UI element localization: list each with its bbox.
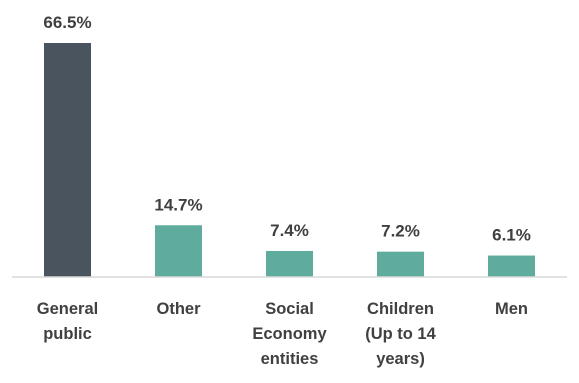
bar-0	[44, 43, 91, 277]
category-label-0: General public	[37, 300, 98, 343]
value-label-2: 7.4%	[270, 221, 309, 240]
bar-3	[377, 251, 424, 277]
value-label-0: 66.5%	[43, 13, 91, 32]
bar-2	[266, 250, 313, 277]
category-label-3: Children (Up to 14 years)	[365, 300, 436, 368]
bars-group	[44, 43, 535, 277]
value-label-4: 6.1%	[492, 226, 531, 245]
bar-1	[155, 225, 202, 277]
bar-4	[488, 255, 535, 277]
category-label-1: Other	[156, 300, 201, 318]
value-label-3: 7.2%	[381, 222, 420, 241]
value-label-1: 14.7%	[154, 195, 202, 214]
category-labels-group: General public Other Social Economy entities C…	[37, 300, 528, 368]
category-label-2: Social Economy entities	[252, 300, 327, 368]
value-labels-group: 66.5% 14.7% 7.4% 7.2% 6.1%	[43, 13, 530, 245]
category-label-4: Men	[495, 300, 528, 318]
